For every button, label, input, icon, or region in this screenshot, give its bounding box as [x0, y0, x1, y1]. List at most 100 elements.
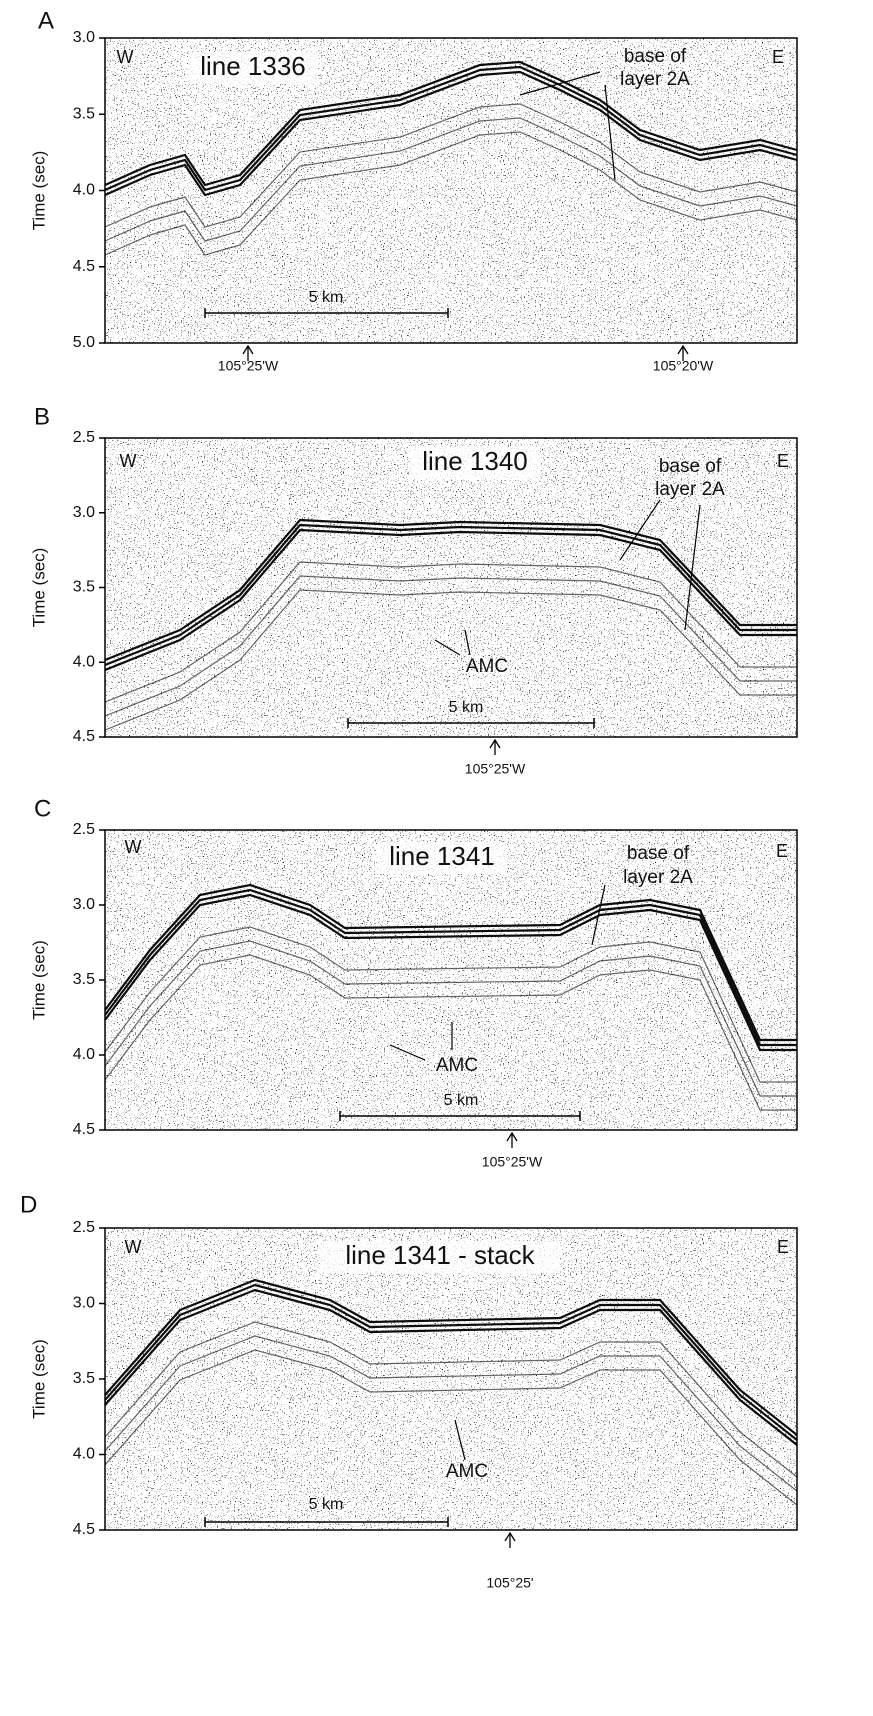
- y-tick-label: 3.0: [73, 1295, 95, 1312]
- leader-line: [591, 884, 606, 946]
- west-label: W: [117, 47, 134, 67]
- y-tick-label: 3.5: [73, 579, 95, 596]
- east-label: E: [776, 841, 788, 861]
- reflector: [104, 131, 798, 256]
- annotation: base of: [624, 46, 687, 67]
- y-tick-label: 5.0: [73, 334, 95, 351]
- east-label: E: [772, 47, 784, 67]
- longitude-arrow: [504, 1531, 516, 1548]
- longitude-arrow: [506, 1131, 518, 1148]
- east-label: E: [777, 1237, 789, 1257]
- y-tick-label: 3.5: [73, 1370, 95, 1387]
- scale-bar-label: 5 km: [309, 1496, 344, 1513]
- line-label: line 1341 - stack: [345, 1240, 535, 1270]
- leader-line: [519, 71, 601, 96]
- panel-letter: C: [34, 795, 51, 822]
- annotation: AMC: [466, 656, 508, 677]
- reflector: [104, 883, 797, 1042]
- longitude-arrow: [242, 344, 254, 361]
- seismic-noise: [105, 1228, 797, 1530]
- reflector: [104, 1288, 798, 1446]
- scale-bar-label: 5 km: [449, 699, 484, 716]
- scale-bar-label: 5 km: [309, 289, 344, 306]
- y-tick-label: 3.0: [73, 896, 95, 913]
- panel-letter: D: [20, 1191, 37, 1218]
- reflector: [104, 589, 797, 731]
- reflector: [104, 60, 798, 187]
- reflector: [104, 940, 797, 1097]
- seismic-noise: [105, 830, 797, 1130]
- longitude-label: 105°20'W: [653, 358, 714, 374]
- y-tick-label: 4.5: [73, 1121, 95, 1138]
- panel-letter: A: [38, 7, 54, 34]
- y-tick-label: 4.0: [73, 1446, 95, 1463]
- y-tick-label: 3.5: [73, 971, 95, 988]
- annotation: base of: [627, 843, 690, 864]
- reflector: [104, 954, 797, 1111]
- annotation: AMC: [446, 1461, 488, 1482]
- title-bg: [377, 842, 507, 874]
- y-tick-label: 4.0: [73, 653, 95, 670]
- seismic-noise: [105, 438, 797, 737]
- panel-letter: B: [34, 403, 50, 430]
- reflector: [104, 888, 797, 1047]
- longitude-label: 105°25': [486, 1575, 533, 1591]
- annotation: layer 2A: [655, 479, 725, 500]
- leader-line: [454, 1419, 466, 1461]
- west-label: W: [125, 1237, 142, 1257]
- scale-bar-label: 5 km: [444, 1092, 479, 1109]
- annotation: layer 2A: [623, 867, 693, 888]
- leader-line: [604, 84, 616, 181]
- leader-line: [434, 639, 461, 656]
- reflector: [104, 518, 797, 662]
- line-label: line 1336: [200, 51, 306, 81]
- west-label: W: [125, 837, 142, 857]
- y-tick-label: 2.5: [73, 1219, 95, 1236]
- leader-line: [464, 629, 471, 656]
- title-bg: [320, 1241, 560, 1273]
- y-axis-label: Time (sec): [29, 151, 48, 231]
- longitude-arrow: [489, 738, 501, 755]
- line-label: line 1340: [422, 446, 528, 476]
- y-tick-label: 4.5: [73, 728, 95, 745]
- annotation: AMC: [436, 1055, 478, 1076]
- longitude-label: 105°25'W: [465, 761, 526, 777]
- leader-line: [619, 499, 661, 561]
- reflector: [104, 1321, 798, 1478]
- reflector: [104, 103, 798, 228]
- reflector: [104, 575, 797, 717]
- longitude-arrow: [677, 344, 689, 361]
- y-tick-label: 4.5: [73, 258, 95, 275]
- west-label: W: [120, 451, 137, 471]
- reflector: [104, 70, 798, 197]
- annotation: layer 2A: [620, 69, 690, 90]
- leader-line: [389, 1044, 426, 1061]
- reflector: [104, 528, 797, 672]
- reflector: [104, 1278, 798, 1436]
- y-axis-label: Time (sec): [29, 940, 48, 1020]
- reflector: [104, 926, 797, 1083]
- reflector: [104, 1283, 798, 1441]
- y-tick-label: 2.5: [73, 429, 95, 446]
- title-bg: [410, 447, 540, 479]
- title-bg: [188, 52, 318, 84]
- y-axis-label: Time (sec): [29, 548, 48, 628]
- reflector: [104, 561, 797, 703]
- longitude-label: 105°25'W: [218, 358, 279, 374]
- y-tick-label: 4.0: [73, 1046, 95, 1063]
- reflector: [104, 893, 797, 1052]
- east-label: E: [777, 451, 789, 471]
- reflector: [104, 65, 798, 192]
- y-axis-label: Time (sec): [29, 1339, 48, 1419]
- y-tick-label: 3.0: [73, 504, 95, 521]
- annotation: base of: [659, 456, 722, 477]
- y-tick-label: 4.0: [73, 182, 95, 199]
- reflector: [104, 117, 798, 242]
- y-tick-label: 3.0: [73, 29, 95, 46]
- line-label: line 1341: [389, 841, 495, 871]
- leader-line: [684, 504, 701, 631]
